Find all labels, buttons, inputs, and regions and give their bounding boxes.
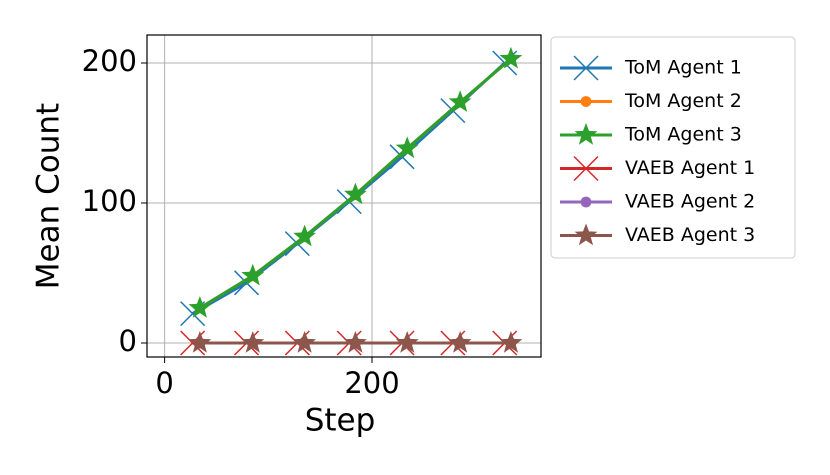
- marker: [344, 182, 367, 205]
- legend-marker: [573, 155, 599, 182]
- legend-label: ToM Agent 1: [624, 57, 742, 79]
- marker: [448, 331, 472, 353]
- plot-frame: [146, 34, 542, 358]
- y-axis-label: Mean Count: [31, 103, 67, 289]
- legend-label: ToM Agent 3: [624, 124, 742, 146]
- legend-label: VAEB Agent 1: [625, 157, 755, 179]
- marker: [293, 224, 316, 247]
- marker: [344, 331, 367, 353]
- y-tick-label: 200: [82, 44, 137, 78]
- marker: [395, 136, 419, 159]
- x-tick-label: 0: [155, 366, 173, 400]
- marker: [499, 331, 523, 353]
- marker: [241, 263, 265, 286]
- marker: [293, 331, 316, 353]
- marker: [395, 331, 419, 353]
- legend-label: VAEB Agent 2: [625, 191, 755, 213]
- marker: [188, 331, 212, 353]
- legend-label: VAEB Agent 3: [625, 224, 755, 246]
- y-tick-label: 100: [82, 184, 137, 218]
- y-tick-label: 0: [119, 324, 137, 358]
- x-tick-label: 200: [344, 366, 399, 400]
- legend-marker: [573, 55, 599, 81]
- legend-label: ToM Agent 2: [624, 90, 742, 112]
- legend-marker: [580, 196, 592, 208]
- marker: [499, 46, 523, 69]
- legend-marker: [580, 96, 592, 107]
- marker: [241, 331, 265, 353]
- x-axis-label: Step: [305, 403, 376, 439]
- marker: [188, 296, 212, 318]
- legend-marker: [574, 123, 598, 145]
- marker: [448, 90, 472, 112]
- legend-marker: [574, 223, 598, 246]
- legend: ToM Agent 1 ToM Agent 2 ToM Agent 3 VAEB Ag…: [550, 36, 796, 259]
